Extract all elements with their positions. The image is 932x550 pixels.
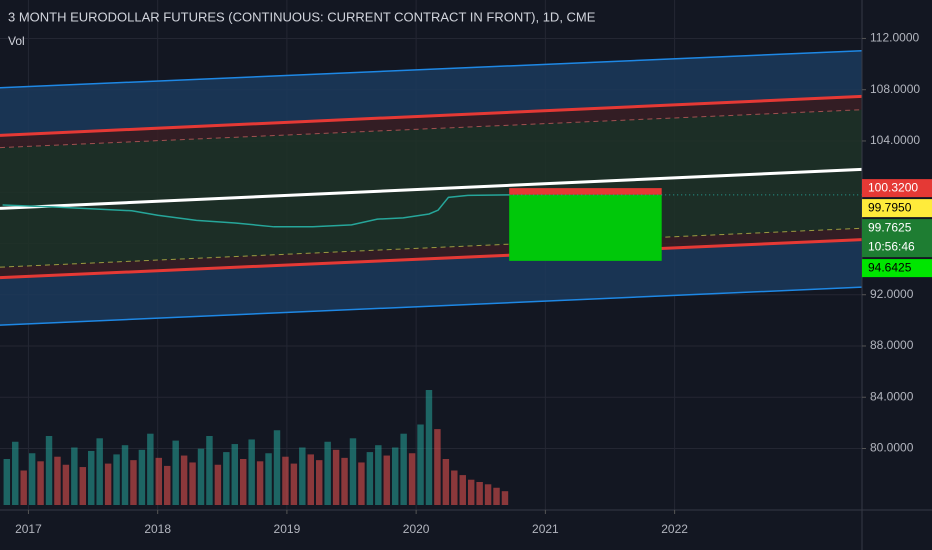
channel-band (0, 50, 862, 136)
price-tag-label: 94.6425 (868, 260, 912, 274)
volume-bar (332, 449, 340, 505)
volume-bar (79, 467, 87, 505)
volume-bar (324, 441, 331, 505)
volume-bar (214, 464, 222, 505)
price-tag (862, 179, 932, 198)
volume-bar (180, 455, 188, 505)
volume-bar (307, 454, 314, 505)
x-tick-label: 2021 (532, 522, 559, 536)
volume-bar (138, 449, 146, 505)
volume-bar (425, 390, 433, 505)
volume-bar (62, 464, 70, 505)
volume-bar (96, 438, 103, 505)
y-tick-label: 104.0000 (870, 133, 920, 147)
volume-bar (442, 459, 450, 505)
volume-bar (45, 436, 53, 505)
trend-line (0, 167, 863, 210)
volume-bar (375, 445, 382, 505)
volume-bar (391, 447, 399, 505)
volume-bar (231, 444, 238, 505)
trend-line (0, 238, 863, 280)
volume-bar (239, 459, 247, 505)
volume-bar (349, 438, 357, 505)
volume-bar (54, 456, 61, 505)
x-tick-label: 2020 (403, 522, 430, 536)
price-tag (862, 259, 932, 278)
volume-bar (206, 436, 213, 505)
trend-line (0, 94, 863, 137)
volume-bar (451, 470, 458, 505)
volume-bar (130, 460, 137, 505)
y-tick-label: 84.0000 (870, 389, 914, 403)
y-tick-label: 92.0000 (870, 287, 914, 301)
volume-bar (28, 453, 36, 505)
volume-bar (459, 475, 466, 505)
volume-bar (248, 439, 255, 505)
volume-bar (358, 462, 365, 505)
volume-label: Vol (8, 34, 25, 48)
volume-bar (299, 447, 306, 505)
price-line (2, 194, 510, 228)
volume-bar (223, 452, 230, 505)
volume-bar (493, 487, 500, 505)
volume-bar (501, 491, 509, 505)
trend-line (0, 49, 863, 89)
channel-band (0, 96, 862, 148)
volume-bar (400, 433, 407, 505)
stop-zone (509, 188, 662, 195)
volume-bar (408, 453, 416, 505)
x-tick-label: 2017 (15, 522, 42, 536)
price-tag-label: 99.7950 (868, 200, 912, 214)
x-tick-label: 2019 (274, 522, 301, 536)
volume-bar (71, 447, 78, 505)
volume-bar (273, 430, 281, 505)
y-tick-label: 112.0000 (870, 31, 919, 45)
price-tag (862, 199, 932, 218)
volume-bar (113, 454, 120, 505)
volume-bar (20, 470, 27, 505)
volume-bar (104, 463, 112, 505)
volume-bar (164, 465, 171, 505)
y-tick-label: 80.0000 (870, 441, 914, 455)
x-tick-label: 2018 (144, 522, 171, 536)
volume-bar (417, 424, 424, 505)
plot-area (0, 0, 863, 510)
countdown: 10:56:46 (868, 239, 915, 253)
volume-bar (467, 479, 475, 505)
channel-band (0, 239, 862, 326)
trend-line (0, 286, 863, 326)
volume-bar (189, 462, 196, 505)
volume-bar (12, 441, 19, 505)
volume-bar (256, 461, 264, 505)
price-tag (862, 219, 932, 258)
volume-bar (434, 429, 441, 505)
volume-bar (282, 456, 289, 505)
volume-bar (155, 457, 163, 505)
volume-bar (484, 484, 492, 505)
chart-title: 3 MONTH EURODOLLAR FUTURES (CONTINUOUS: … (8, 9, 596, 24)
volume-bar (290, 463, 298, 505)
volume-bar (315, 460, 323, 505)
y-tick-label: 108.0000 (870, 82, 920, 96)
volume-bar (147, 433, 154, 505)
volume-bar (197, 448, 205, 505)
volume-bar (88, 450, 95, 505)
target-zone (509, 194, 662, 261)
volume-bar (121, 445, 129, 505)
volume-bar (265, 453, 272, 505)
volume-bar (341, 457, 348, 505)
volume-bar (3, 459, 11, 505)
volume-bar (172, 440, 179, 505)
volume-bar (37, 461, 44, 505)
volume-bar (366, 452, 374, 505)
x-tick-label: 2022 (661, 522, 688, 536)
volume-bar (476, 482, 483, 505)
price-tag-label: 100.3200 (868, 180, 918, 194)
price-tag-label: 99.7625 (868, 220, 912, 234)
y-tick-label: 88.0000 (870, 338, 914, 352)
volume-bar (383, 455, 390, 505)
channel-band (0, 109, 862, 209)
